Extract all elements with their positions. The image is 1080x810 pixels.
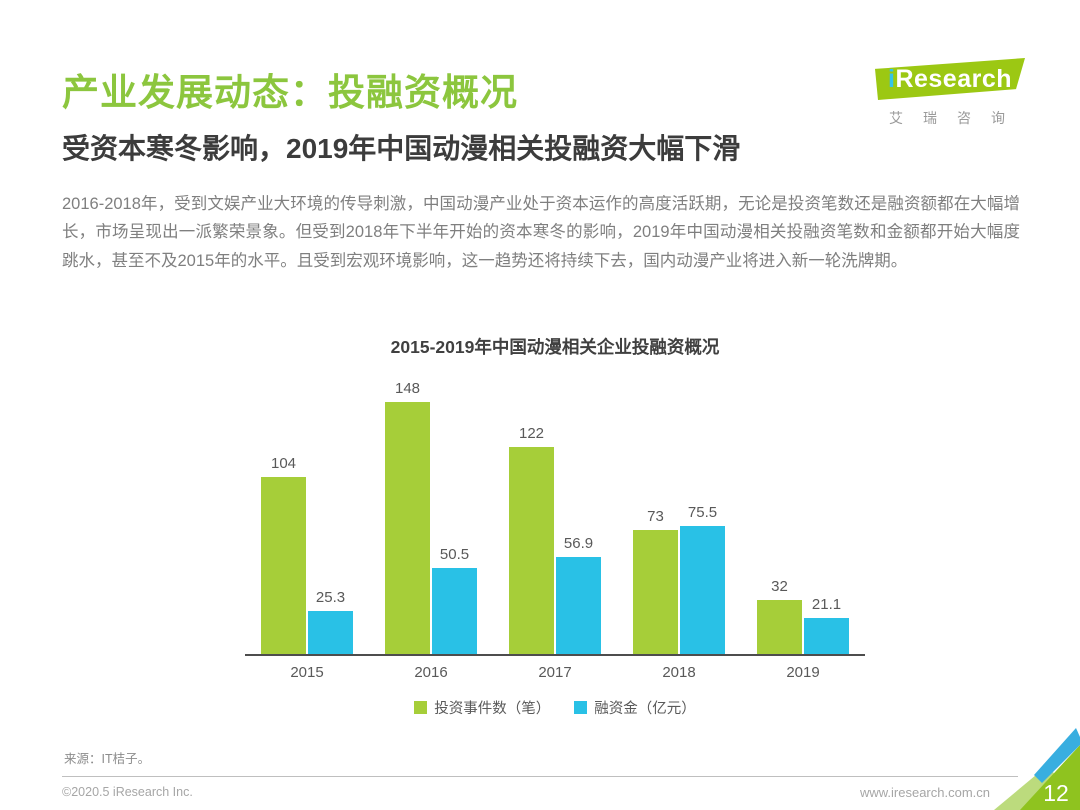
page-number: 12: [1043, 780, 1069, 806]
source-note: 来源：IT桔子。: [64, 752, 151, 766]
page-subtitle: 受资本寒冬影响，2019年中国动漫相关投融资大幅下滑: [62, 133, 741, 164]
iresearch-logo: iResearch 艾瑞咨询: [869, 58, 1025, 128]
bar-s0-2017: [509, 446, 554, 654]
bar-s1-2019: [804, 618, 849, 654]
bar-value-label: 75.5: [687, 503, 718, 521]
bar-group-2015: 104 25.3: [245, 371, 369, 654]
bar-s1-2017: [556, 557, 601, 654]
footer-divider: [62, 776, 1018, 777]
footer-copyright: ©2020.5 iResearch Inc.: [62, 785, 193, 799]
chart-plot-area: 104 25.3 148 50.5 122 56.9 73 75.5 32 21.1: [245, 371, 865, 656]
legend-item-s0: 投资事件数（笔）: [414, 697, 550, 718]
bar-value-label: 56.9: [563, 535, 594, 553]
x-axis-label-2019: 2019: [786, 664, 820, 681]
bar-column-s1-2016: 50.5: [432, 371, 477, 654]
bar-column-s0-2015: 104: [261, 371, 306, 654]
legend-label: 投资事件数（笔）: [434, 701, 551, 717]
bar-column-s0-2017: 122: [509, 371, 554, 654]
x-axis-label-2016: 2016: [414, 664, 448, 681]
corner-triangle-blue: [1034, 728, 1080, 783]
corner-page-decoration: 12: [994, 728, 1080, 810]
bar-group-2018: 73 75.5: [617, 371, 741, 654]
bar-value-label: 32: [771, 577, 788, 595]
investment-chart: 2015-2019年中国动漫相关企业投融资概况 104 25.3 148 50.5 12…: [245, 334, 865, 718]
legend-swatch-icon: [574, 701, 588, 714]
bar-group-2016: 148 50.5: [369, 371, 493, 654]
bar-value-label: 122: [518, 424, 545, 442]
bar-column-s0-2018: 73: [633, 371, 678, 654]
legend-swatch-icon: [414, 701, 428, 714]
bar-value-label: 21.1: [811, 596, 842, 614]
iresearch-logo-text: iResearch: [887, 64, 1013, 93]
iresearch-logo-banner: iResearch: [875, 58, 1025, 100]
intro-paragraph: 2016-2018年，受到文娱产业大环境的传导刺激，中国动漫产业处于资本运作的高…: [62, 195, 1020, 270]
bar-group-2019: 32 21.1: [741, 371, 865, 654]
chart-legend: 投资事件数（笔） 融资金（亿元）: [245, 697, 865, 718]
legend-label: 融资金（亿元）: [594, 701, 696, 717]
page-title: 产业发展动态：投融资概况: [62, 72, 518, 113]
bar-value-label: 50.5: [439, 546, 470, 564]
bar-value-label: 73: [647, 507, 664, 525]
bar-column-s1-2019: 21.1: [804, 371, 849, 654]
x-axis-label-2018: 2018: [662, 664, 696, 681]
bar-value-label: 25.3: [315, 589, 346, 606]
x-axis-label-2017: 2017: [538, 664, 572, 681]
bar-s0-2018: [633, 529, 678, 654]
bar-s1-2016: [432, 568, 477, 654]
footer-website: www.iresearch.com.cn: [859, 785, 990, 800]
bar-column-s1-2017: 56.9: [556, 371, 601, 654]
bar-column-s0-2016: 148: [385, 371, 430, 654]
bar-s0-2019: [757, 599, 802, 654]
iresearch-logo-subtext: 艾瑞咨询: [889, 110, 1025, 126]
legend-item-s1: 融资金（亿元）: [574, 697, 696, 718]
bar-value-label: 148: [394, 380, 421, 398]
chart-title: 2015-2019年中国动漫相关企业投融资概况: [390, 337, 720, 357]
bar-value-label: 104: [270, 455, 297, 473]
bar-column-s1-2018: 75.5: [680, 371, 725, 654]
bar-s0-2015: [261, 477, 306, 654]
bar-column-s1-2015: 25.3: [308, 371, 353, 654]
bar-s0-2016: [385, 402, 430, 654]
bar-column-s0-2019: 32: [757, 371, 802, 654]
x-axis-label-2015: 2015: [290, 664, 324, 681]
bar-group-2017: 122 56.9: [493, 371, 617, 654]
chart-x-axis-labels: 2015 2016 2017 2018 2019: [245, 664, 865, 681]
bar-s1-2015: [308, 611, 353, 654]
bar-s1-2018: [680, 525, 725, 654]
corner-triangle-green: [1020, 745, 1080, 810]
